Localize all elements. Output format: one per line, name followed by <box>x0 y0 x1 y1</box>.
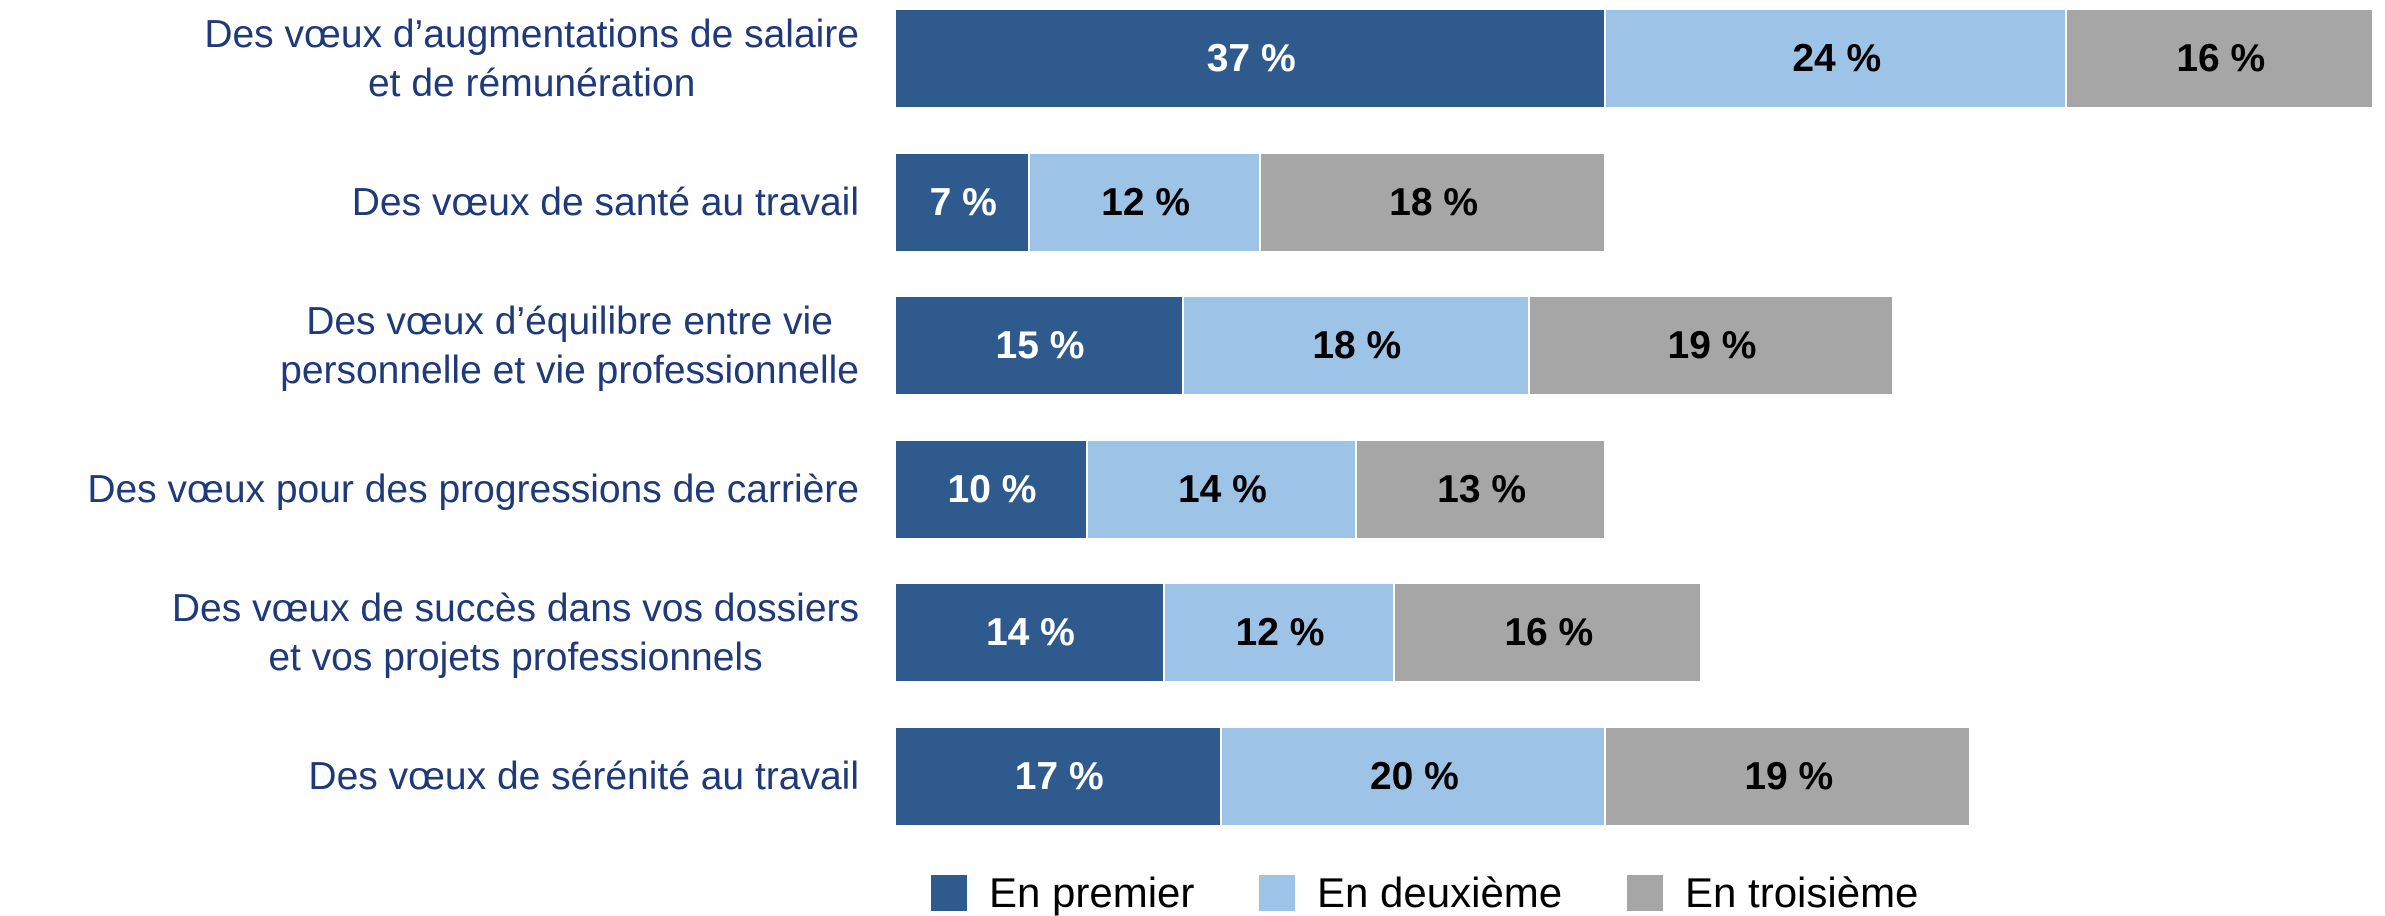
bar-segment <box>1395 584 1703 681</box>
value-label: 14 % <box>1177 467 1267 511</box>
bar-segment <box>1356 440 1607 538</box>
value-label: 18 % <box>1312 324 1402 367</box>
value-label: 7 % <box>929 180 997 224</box>
bar-segment <box>1529 297 1895 394</box>
category-label-wrap: Des vœux de succès dans vos dossiers et … <box>172 584 859 681</box>
value-label: 20 % <box>1369 754 1459 798</box>
bar-segment <box>1606 10 2068 107</box>
bar-segment <box>896 584 1165 681</box>
category-label: Des vœux d’équilibre entre vie personnel… <box>280 299 859 392</box>
category-label: Des vœux d’augmentations de salaire et d… <box>204 12 859 105</box>
bar-segment <box>1222 727 1607 825</box>
category-label: Des vœux de santé au travail <box>351 180 859 224</box>
value-label: 17 % <box>1014 754 1104 798</box>
bar-segment <box>1164 584 1396 681</box>
category-label-wrap: Des vœux de santé au travail <box>352 154 859 251</box>
value-label: 10 % <box>947 467 1037 511</box>
category-label-wrap: Des vœux d’augmentations de salaire et d… <box>204 10 859 107</box>
legend-label: En premier <box>989 869 1195 916</box>
category-label-wrap: Des vœux pour des progressions de carriè… <box>87 441 859 538</box>
bar-segment <box>896 10 1607 107</box>
bar-segment <box>2067 10 2375 107</box>
value-label: 13 % <box>1437 467 1527 511</box>
value-label: 15 % <box>995 324 1085 367</box>
value-label: 24 % <box>1792 37 1882 80</box>
legend-label: En troisième <box>1685 869 1919 916</box>
category-label: Des vœux pour des progressions de carriè… <box>87 467 859 511</box>
bar-segment <box>896 727 1223 825</box>
value-label: 19 % <box>1667 324 1757 367</box>
bar-segment <box>1260 153 1607 251</box>
legend-swatch <box>931 875 967 911</box>
value-label: 16 % <box>2176 37 2266 80</box>
value-label: 37 % <box>1206 37 1296 80</box>
value-label: 14 % <box>985 611 1075 654</box>
legend-label: En deuxième <box>1317 869 1563 916</box>
bar-segment <box>896 297 1184 394</box>
bar-segment <box>1606 727 1972 825</box>
bar-segment <box>896 153 1031 251</box>
value-label: 12 % <box>1101 180 1191 224</box>
category-label-wrap: Des vœux de sérénité au travail <box>308 728 859 825</box>
category-label: Des vœux de succès dans vos dossiers et … <box>171 586 859 679</box>
bar-segment <box>1030 153 1261 251</box>
legend-swatch <box>1259 875 1295 911</box>
value-label: 16 % <box>1504 611 1594 654</box>
bar-segment <box>1088 440 1357 538</box>
bar-segment <box>896 440 1088 538</box>
bar-segment <box>1184 297 1530 394</box>
value-label: 18 % <box>1389 180 1479 224</box>
category-label: Des vœux de sérénité au travail <box>308 754 859 798</box>
value-label: 12 % <box>1235 611 1325 654</box>
value-label: 19 % <box>1744 754 1834 798</box>
category-label-wrap: Des vœux d’équilibre entre vie personnel… <box>280 297 859 394</box>
legend-swatch <box>1627 875 1663 911</box>
